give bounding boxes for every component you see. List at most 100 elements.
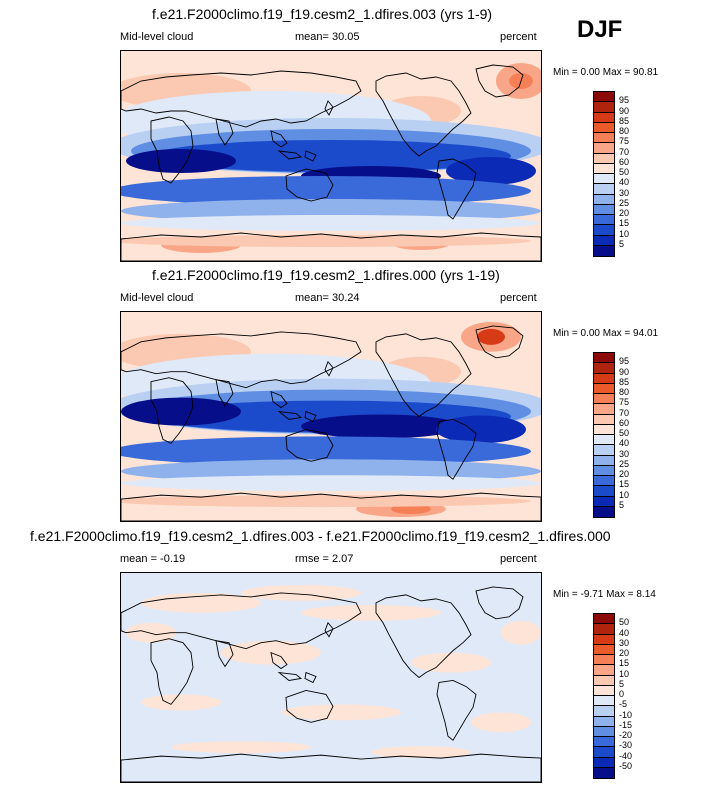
colorbar-tick-label: 85 (619, 376, 630, 387)
colorbar-tick-label: 75 (619, 397, 630, 408)
map-panel (120, 311, 542, 522)
colorbar-swatch (594, 506, 614, 517)
colorbar-tick-label: 30 (619, 187, 630, 198)
cloud-map (121, 312, 541, 521)
colorbar-swatch (594, 184, 614, 195)
colorbar-swatch (594, 465, 614, 476)
colorbar-tick-label: 50 (619, 167, 630, 177)
units-label: percent (500, 292, 537, 304)
colorbar-swatch (594, 665, 614, 676)
colorbar-tick-label: 90 (619, 366, 630, 377)
colorbar-swatch (594, 414, 614, 425)
mean-label: mean = -0.19 (120, 553, 186, 565)
colorbar-tick-label: 90 (619, 105, 630, 116)
colorbar-tick-label: 5 (619, 499, 625, 510)
colorbar-tick-label: -15 (619, 719, 633, 730)
colorbar-tick-label: 50 (619, 617, 630, 628)
colorbar-swatch (594, 133, 614, 144)
colorbar-swatch (594, 163, 614, 174)
colorbar-swatch (594, 737, 614, 748)
colorbar-tick-label: 20 (619, 648, 630, 658)
colorbar (593, 91, 615, 257)
colorbar-swatch (594, 757, 614, 768)
colorbar-swatch (594, 215, 614, 226)
colorbar-tick-label: 70 (619, 407, 630, 418)
colorbar-swatch (594, 383, 614, 394)
colorbar-swatch (594, 675, 614, 686)
colorbar-tick-label: 10 (619, 668, 630, 679)
rmse-label: rmse = 2.07 (295, 553, 354, 565)
colorbar-tick-label: 20 (619, 469, 630, 479)
panel-title: f.e21.F2000climo.f19_f19.cesm2_1.dfires.… (30, 528, 611, 544)
colorbar-swatch (594, 685, 614, 696)
panel-title: f.e21.F2000climo.f19_f19.cesm2_1.dfires.… (152, 6, 493, 22)
colorbar (593, 613, 615, 779)
colorbar-tick-label: 80 (619, 126, 630, 136)
map-panel (120, 572, 542, 783)
colorbar-tick-label: 5 (619, 238, 625, 249)
colorbar-labels: 50 40 30 20 15 10 5 0 -5 -10 -15 -20 -30 -40 -50 (619, 613, 649, 777)
colorbar-swatch (594, 614, 614, 625)
colorbar-tick-label: 20 (619, 208, 630, 218)
colorbar-tick-label: 85 (619, 115, 630, 126)
colorbar-swatch (594, 696, 614, 707)
colorbar-swatch (594, 455, 614, 466)
colorbar-swatch (594, 476, 614, 487)
variable-label: Mid-level cloud (120, 292, 194, 304)
cloud-map (121, 51, 541, 261)
colorbar-tick-label: 25 (619, 458, 630, 469)
units-label: percent (500, 553, 537, 565)
colorbar-swatch (594, 235, 614, 246)
colorbar-swatch (594, 445, 614, 456)
colorbar-swatch (594, 122, 614, 133)
colorbar-swatch (594, 363, 614, 374)
colorbar-swatch (594, 245, 614, 256)
colorbar-tick-label: 95 (619, 95, 630, 106)
colorbar-tick-label: 50 (619, 428, 630, 438)
colorbar-swatch (594, 225, 614, 236)
units-label: percent (500, 31, 537, 43)
colorbar-tick-label: 60 (619, 156, 630, 167)
colorbar-tick-label: -30 (619, 740, 633, 751)
colorbar (593, 352, 615, 518)
colorbar-swatch (594, 655, 614, 666)
colorbar-swatch (594, 153, 614, 164)
colorbar-tick-label: 5 (619, 678, 625, 689)
variable-label: Mid-level cloud (120, 31, 194, 43)
colorbar-tick-label: 80 (619, 387, 630, 397)
colorbar-tick-label: -40 (619, 750, 633, 761)
colorbar-tick-label: 40 (619, 627, 630, 638)
colorbar-swatch (594, 644, 614, 655)
colorbar-labels: 95 90 85 80 75 70 60 50 40 30 25 20 15 10 5 (619, 91, 649, 255)
colorbar-swatch (594, 194, 614, 205)
colorbar-tick-label: 15 (619, 479, 630, 490)
colorbar-tick-label: 95 (619, 356, 630, 367)
colorbar-swatch (594, 716, 614, 727)
colorbar-tick-label: 15 (619, 218, 630, 229)
season-label: DJF (577, 16, 623, 43)
colorbar-swatch (594, 726, 614, 737)
colorbar-tick-label: 25 (619, 197, 630, 208)
map-panel (120, 50, 542, 262)
min-max-label: Min = -9.71 Max = 8.14 (553, 589, 656, 600)
colorbar-swatch (594, 394, 614, 405)
colorbar-tick-label: 60 (619, 417, 630, 428)
colorbar-swatch (594, 174, 614, 185)
colorbar-swatch (594, 112, 614, 123)
colorbar-swatch (594, 767, 614, 778)
colorbar-tick-label: 30 (619, 637, 630, 648)
colorbar-swatch (594, 747, 614, 758)
colorbar-tick-label: -10 (619, 709, 633, 720)
colorbar-swatch (594, 435, 614, 446)
colorbar-tick-label: 40 (619, 177, 630, 188)
colorbar-swatch (594, 634, 614, 645)
colorbar-swatch (594, 204, 614, 215)
panel-title: f.e21.F2000climo.f19_f19.cesm2_1.dfires.… (152, 267, 500, 283)
colorbar-swatch (594, 353, 614, 364)
colorbar-swatch (594, 373, 614, 384)
colorbar-swatch (594, 404, 614, 415)
mean-label: mean= 30.05 (295, 31, 360, 43)
colorbar-swatch (594, 102, 614, 113)
difference-map (121, 573, 541, 782)
colorbar-tick-label: 15 (619, 658, 630, 669)
